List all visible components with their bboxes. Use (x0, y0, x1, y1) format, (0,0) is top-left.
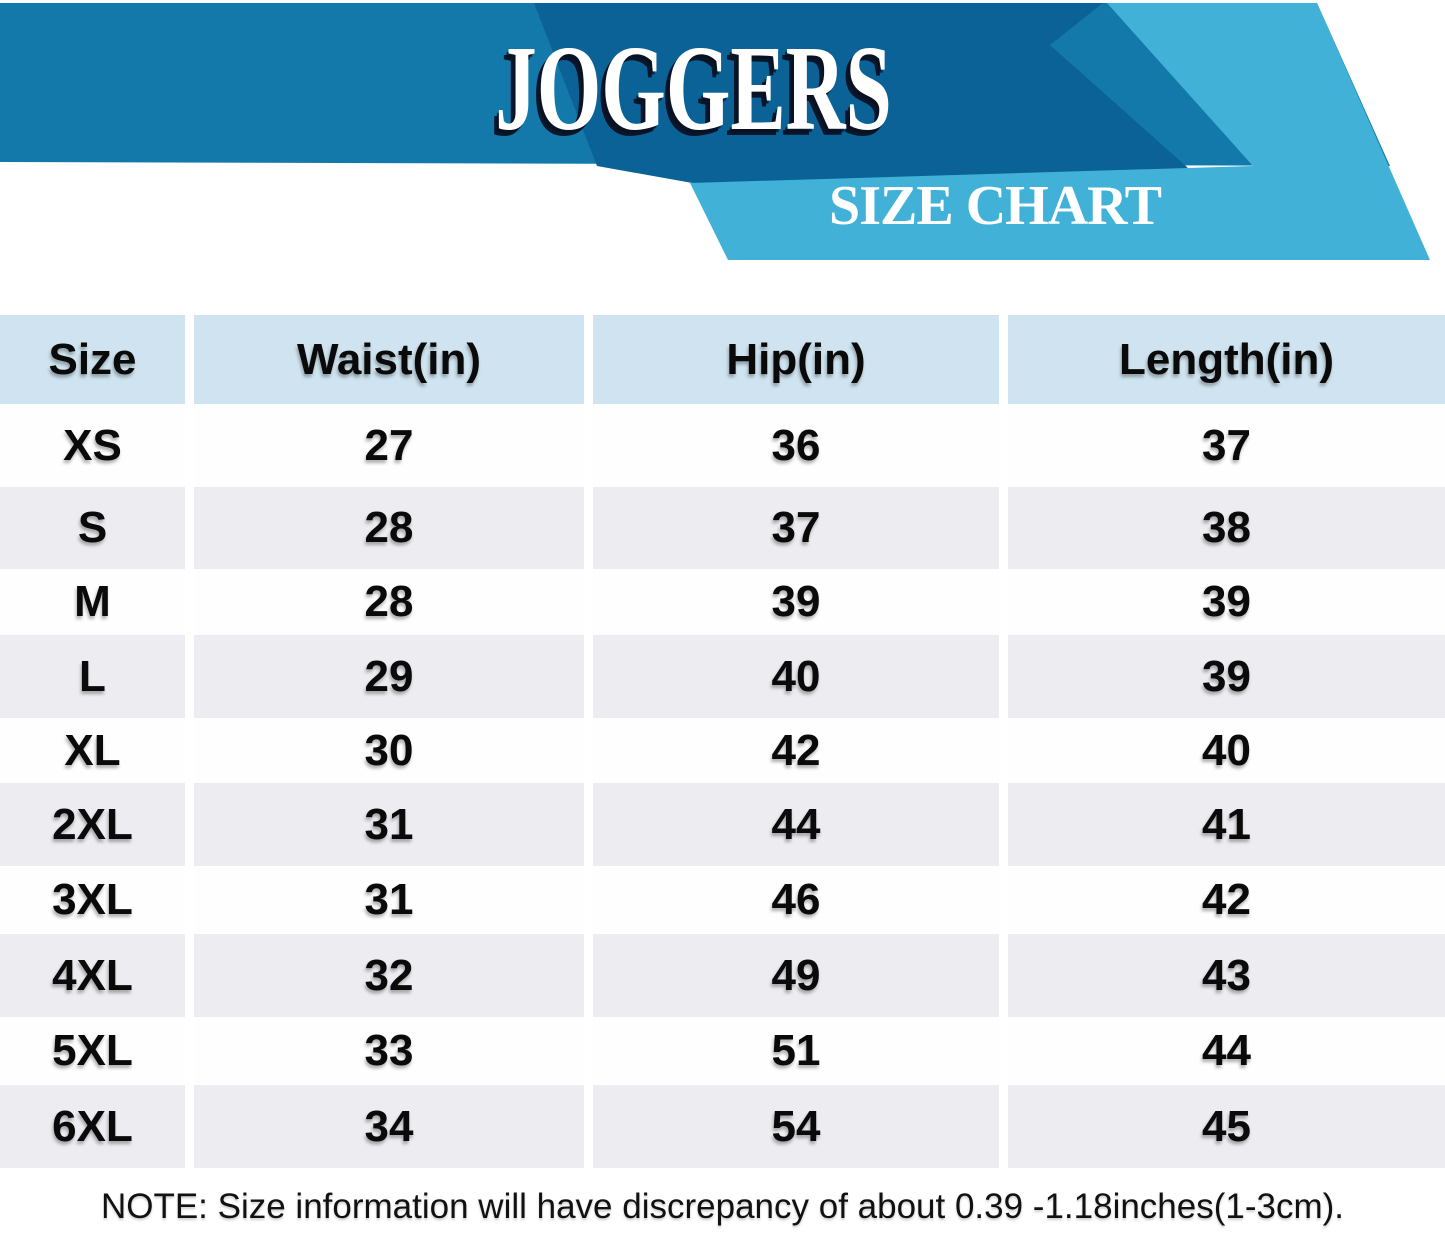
hip-cell: 44 (593, 783, 999, 866)
waist-cell: 28 (194, 487, 584, 569)
table-row-xl: XL 30 42 40 (0, 718, 1445, 783)
size-table: Size Waist(in) Hip(in) Length(in) XS 27 … (0, 315, 1445, 1168)
table-row-s: S 28 37 38 (0, 487, 1445, 569)
table-header-row: Size Waist(in) Hip(in) Length(in) (0, 315, 1445, 404)
hip-cell: 54 (593, 1085, 999, 1168)
table-row-xs: XS 27 36 37 (0, 404, 1445, 487)
size-cell: M (0, 569, 185, 635)
length-cell: 45 (1008, 1085, 1445, 1168)
hip-cell: 51 (593, 1017, 999, 1085)
waist-cell: 29 (194, 635, 584, 718)
hip-cell: 39 (593, 569, 999, 635)
waist-cell: 31 (194, 866, 584, 934)
table-row-l: L 29 40 39 (0, 635, 1445, 718)
size-cell: 4XL (0, 934, 185, 1017)
length-cell: 42 (1008, 866, 1445, 934)
waist-cell: 34 (194, 1085, 584, 1168)
table-body: XS 27 36 37 S 28 37 38 M 28 39 39 L 29 4… (0, 404, 1445, 1168)
page-title-text: JOGGERS (495, 21, 893, 156)
size-cell: L (0, 635, 185, 718)
table-row-4xl: 4XL 32 49 43 (0, 934, 1445, 1017)
length-cell: 43 (1008, 934, 1445, 1017)
waist-cell: 30 (194, 718, 584, 783)
waist-cell: 27 (194, 404, 584, 487)
size-cell: XL (0, 718, 185, 783)
waist-cell: 31 (194, 783, 584, 866)
header-banner: JOGGERS SIZE CHART (0, 3, 1445, 285)
table-row-5xl: 5XL 33 51 44 (0, 1017, 1445, 1085)
size-cell: 2XL (0, 783, 185, 866)
length-cell: 41 (1008, 783, 1445, 866)
page-subtitle: SIZE CHART (829, 175, 1162, 237)
size-cell: 5XL (0, 1017, 185, 1085)
hip-cell: 46 (593, 866, 999, 934)
length-cell: 44 (1008, 1017, 1445, 1085)
size-cell: 3XL (0, 866, 185, 934)
waist-cell: 28 (194, 569, 584, 635)
table-row-6xl: 6XL 34 54 45 (0, 1085, 1445, 1168)
table-row-m: M 28 39 39 (0, 569, 1445, 635)
hip-cell: 36 (593, 404, 999, 487)
hip-cell: 42 (593, 718, 999, 783)
waist-cell: 33 (194, 1017, 584, 1085)
col-header-waist: Waist(in) (194, 315, 584, 404)
hip-cell: 37 (593, 487, 999, 569)
size-cell: S (0, 487, 185, 569)
note-text: NOTE: Size information will have discrep… (100, 1186, 1345, 1226)
length-cell: 39 (1008, 569, 1445, 635)
col-header-size: Size (0, 315, 185, 404)
length-cell: 37 (1008, 404, 1445, 487)
length-cell: 38 (1008, 487, 1445, 569)
size-cell: 6XL (0, 1085, 185, 1168)
table-row-3xl: 3XL 31 46 42 (0, 866, 1445, 934)
table-row-2xl: 2XL 31 44 41 (0, 783, 1445, 866)
col-header-length: Length(in) (1008, 315, 1445, 404)
hip-cell: 49 (593, 934, 999, 1017)
size-cell: XS (0, 404, 185, 487)
waist-cell: 32 (194, 934, 584, 1017)
col-header-hip: Hip(in) (593, 315, 999, 404)
page-title: JOGGERS (0, 28, 1388, 150)
length-cell: 40 (1008, 718, 1445, 783)
hip-cell: 40 (593, 635, 999, 718)
length-cell: 39 (1008, 635, 1445, 718)
